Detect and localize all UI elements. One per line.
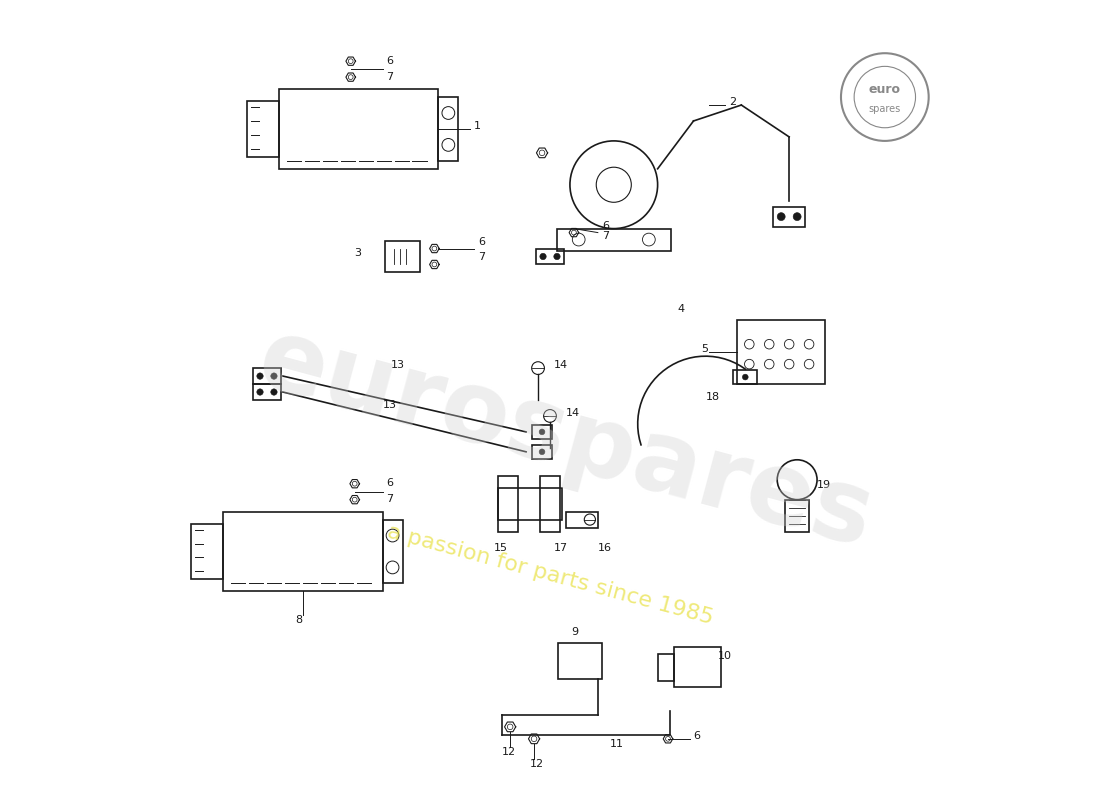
Circle shape <box>539 429 544 434</box>
Text: euro: euro <box>869 82 901 95</box>
Bar <box>532 445 552 459</box>
Bar <box>248 101 279 157</box>
Bar <box>734 370 757 384</box>
Bar <box>498 476 518 531</box>
Text: 2: 2 <box>729 97 737 107</box>
Bar <box>558 643 602 679</box>
Circle shape <box>540 254 547 260</box>
Text: 10: 10 <box>717 651 732 661</box>
Text: 15: 15 <box>494 543 508 554</box>
Bar <box>540 476 560 531</box>
Bar <box>658 654 673 681</box>
Text: 8: 8 <box>295 615 302 626</box>
Text: 7: 7 <box>386 71 394 82</box>
Circle shape <box>742 374 748 380</box>
Text: 17: 17 <box>554 543 568 554</box>
Circle shape <box>778 213 785 221</box>
Text: 16: 16 <box>597 543 612 554</box>
Bar <box>565 512 597 527</box>
Text: 14: 14 <box>565 408 580 418</box>
Text: 14: 14 <box>554 360 568 370</box>
Bar <box>191 523 223 579</box>
Circle shape <box>553 254 560 260</box>
Bar <box>773 206 805 226</box>
Text: 13: 13 <box>390 360 405 370</box>
Text: spares: spares <box>869 104 901 114</box>
Text: 6: 6 <box>478 237 485 246</box>
Text: eurospares: eurospares <box>249 311 883 569</box>
Text: 6: 6 <box>602 221 608 230</box>
Bar <box>785 500 810 531</box>
Text: 13: 13 <box>383 400 397 410</box>
Bar <box>532 425 552 439</box>
Circle shape <box>793 213 801 221</box>
Bar <box>557 229 671 250</box>
Text: 3: 3 <box>354 249 362 258</box>
Text: 6: 6 <box>693 731 701 741</box>
Text: 4: 4 <box>678 304 684 314</box>
Bar <box>536 249 564 265</box>
Bar <box>385 241 420 273</box>
Text: a passion for parts since 1985: a passion for parts since 1985 <box>385 522 715 629</box>
Circle shape <box>539 449 544 454</box>
Text: 1: 1 <box>474 121 482 131</box>
Bar <box>253 368 280 384</box>
Text: 12: 12 <box>503 746 516 757</box>
Circle shape <box>271 373 277 379</box>
Text: 9: 9 <box>572 627 579 637</box>
Bar <box>439 97 459 161</box>
Text: 18: 18 <box>705 392 719 402</box>
Text: 7: 7 <box>602 231 609 241</box>
Text: 11: 11 <box>609 738 624 749</box>
Bar <box>498 488 562 519</box>
Bar <box>383 519 403 583</box>
Text: 19: 19 <box>817 480 832 490</box>
Text: 6: 6 <box>386 55 394 66</box>
Bar <box>253 384 280 400</box>
Text: 7: 7 <box>478 253 485 262</box>
Bar <box>223 512 383 591</box>
Text: 6: 6 <box>386 478 394 488</box>
Text: 7: 7 <box>386 494 394 504</box>
Bar <box>279 89 439 169</box>
Bar <box>737 320 825 384</box>
Circle shape <box>256 389 263 395</box>
Text: 12: 12 <box>530 758 544 769</box>
Bar <box>673 647 722 687</box>
Circle shape <box>256 373 263 379</box>
Text: 5: 5 <box>702 344 708 354</box>
Circle shape <box>271 389 277 395</box>
